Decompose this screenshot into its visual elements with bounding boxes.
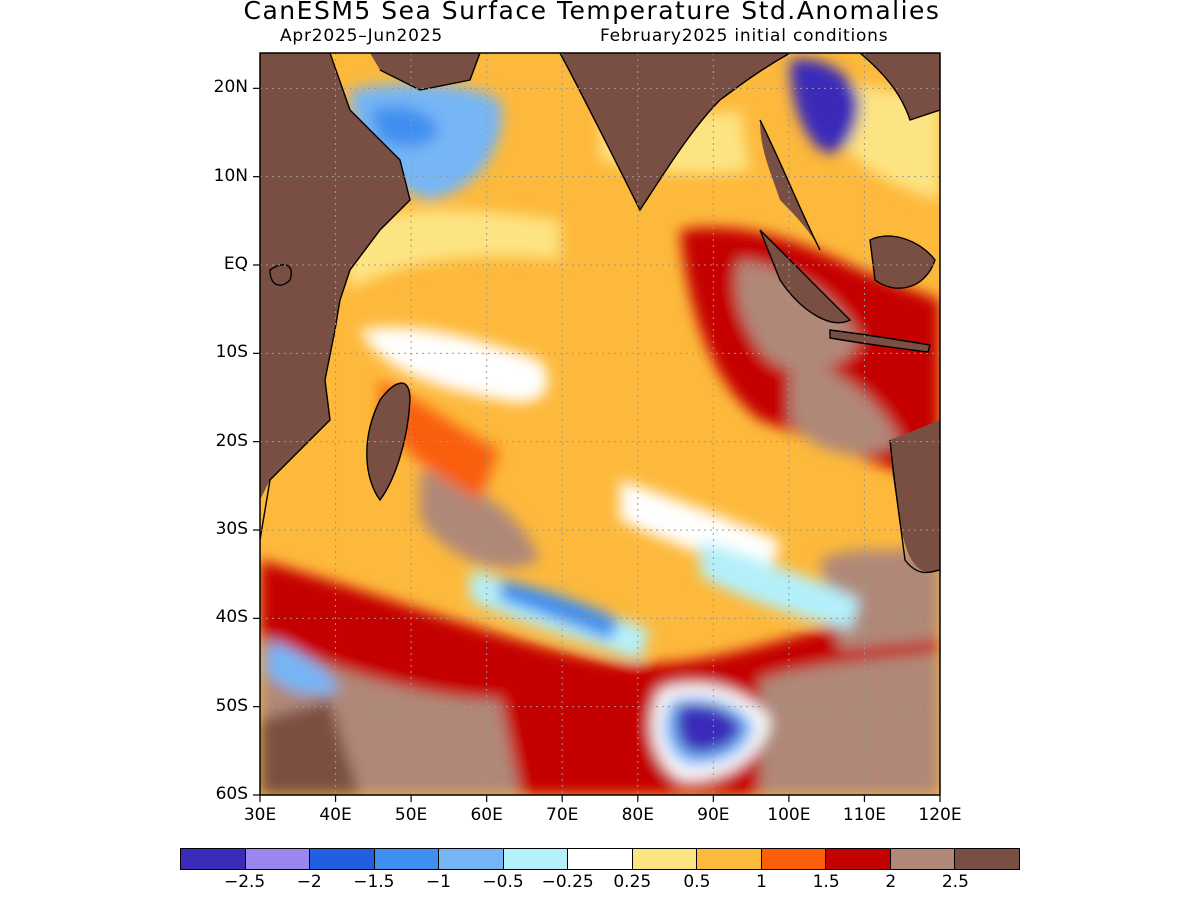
china-landmass <box>860 53 940 120</box>
colorbar-swatch <box>439 849 504 869</box>
gridlines <box>260 53 940 795</box>
lon-label: 80E <box>621 805 654 825</box>
colorbar-swatch <box>568 849 633 869</box>
colorbar-swatch <box>826 849 891 869</box>
initial-conditions-subtitle: February2025 initial conditions <box>600 26 889 46</box>
arabia-landmass <box>370 53 480 90</box>
colorbar-swatch <box>890 849 956 869</box>
india-landmass <box>560 53 790 210</box>
colorbar <box>180 848 1020 870</box>
colorbar-swatch <box>374 849 440 869</box>
colorbar-swatch <box>632 849 698 869</box>
colorbar-swatch <box>955 849 1019 869</box>
lat-label: 50S <box>215 695 248 716</box>
lon-label: 40E <box>319 805 352 825</box>
lon-label: 120E <box>918 805 962 825</box>
lon-label: 50E <box>394 805 428 825</box>
java-island <box>830 330 930 352</box>
lon-label: 100E <box>767 805 811 825</box>
lon-label: 70E <box>546 805 579 825</box>
colorbar-label: −2 <box>296 872 322 892</box>
colorbar-label: 0.25 <box>613 872 652 892</box>
axis-ticks <box>253 87 941 802</box>
africa-landmass <box>260 53 410 500</box>
chart-title: CanESM5 Sea Surface Temperature Std.Anom… <box>243 0 941 25</box>
colorbar-swatch <box>310 849 375 869</box>
lat-label: 60S <box>215 784 248 804</box>
lat-label: EQ <box>223 254 248 274</box>
colorbar-swatch <box>761 849 827 869</box>
lat-label: 10S <box>215 342 248 363</box>
australia-landmass <box>890 420 940 573</box>
coastlines <box>260 53 940 574</box>
lon-label: 110E <box>842 805 887 825</box>
land-masses <box>260 53 940 573</box>
lon-label: 90E <box>697 805 730 825</box>
forecast-period-subtitle: Apr2025–Jun2025 <box>280 26 443 46</box>
colorbar-label: −0.5 <box>482 872 524 892</box>
colorbar-label: −2.5 <box>223 872 266 892</box>
lat-label: 30S <box>215 519 248 539</box>
lat-label: 10N <box>213 165 248 186</box>
colorbar-swatch <box>181 849 246 869</box>
plot-frame <box>259 52 941 796</box>
lon-label: 60E <box>470 805 503 825</box>
lat-label: 20N <box>213 77 248 98</box>
lon-label: 30E <box>243 805 277 825</box>
colorbar-label: −0.25 <box>541 872 594 892</box>
colorbar-swatch <box>697 849 762 869</box>
colorbar-label: 2.5 <box>941 872 969 892</box>
colorbar-swatch <box>245 849 311 869</box>
colorbar-label: 2 <box>885 872 897 892</box>
lat-label: 20S <box>215 430 248 451</box>
madagascar-landmass <box>366 383 410 500</box>
colorbar-swatch <box>503 849 569 869</box>
borneo-island <box>870 236 935 289</box>
colorbar-label: −1 <box>425 872 451 892</box>
colorbar-label: −1.5 <box>353 872 395 892</box>
colorbar-label: 1.5 <box>812 872 840 892</box>
lat-label: 40S <box>215 607 248 628</box>
colorbar-label: 1 <box>756 872 767 892</box>
colorbar-label: 0.5 <box>683 872 711 892</box>
